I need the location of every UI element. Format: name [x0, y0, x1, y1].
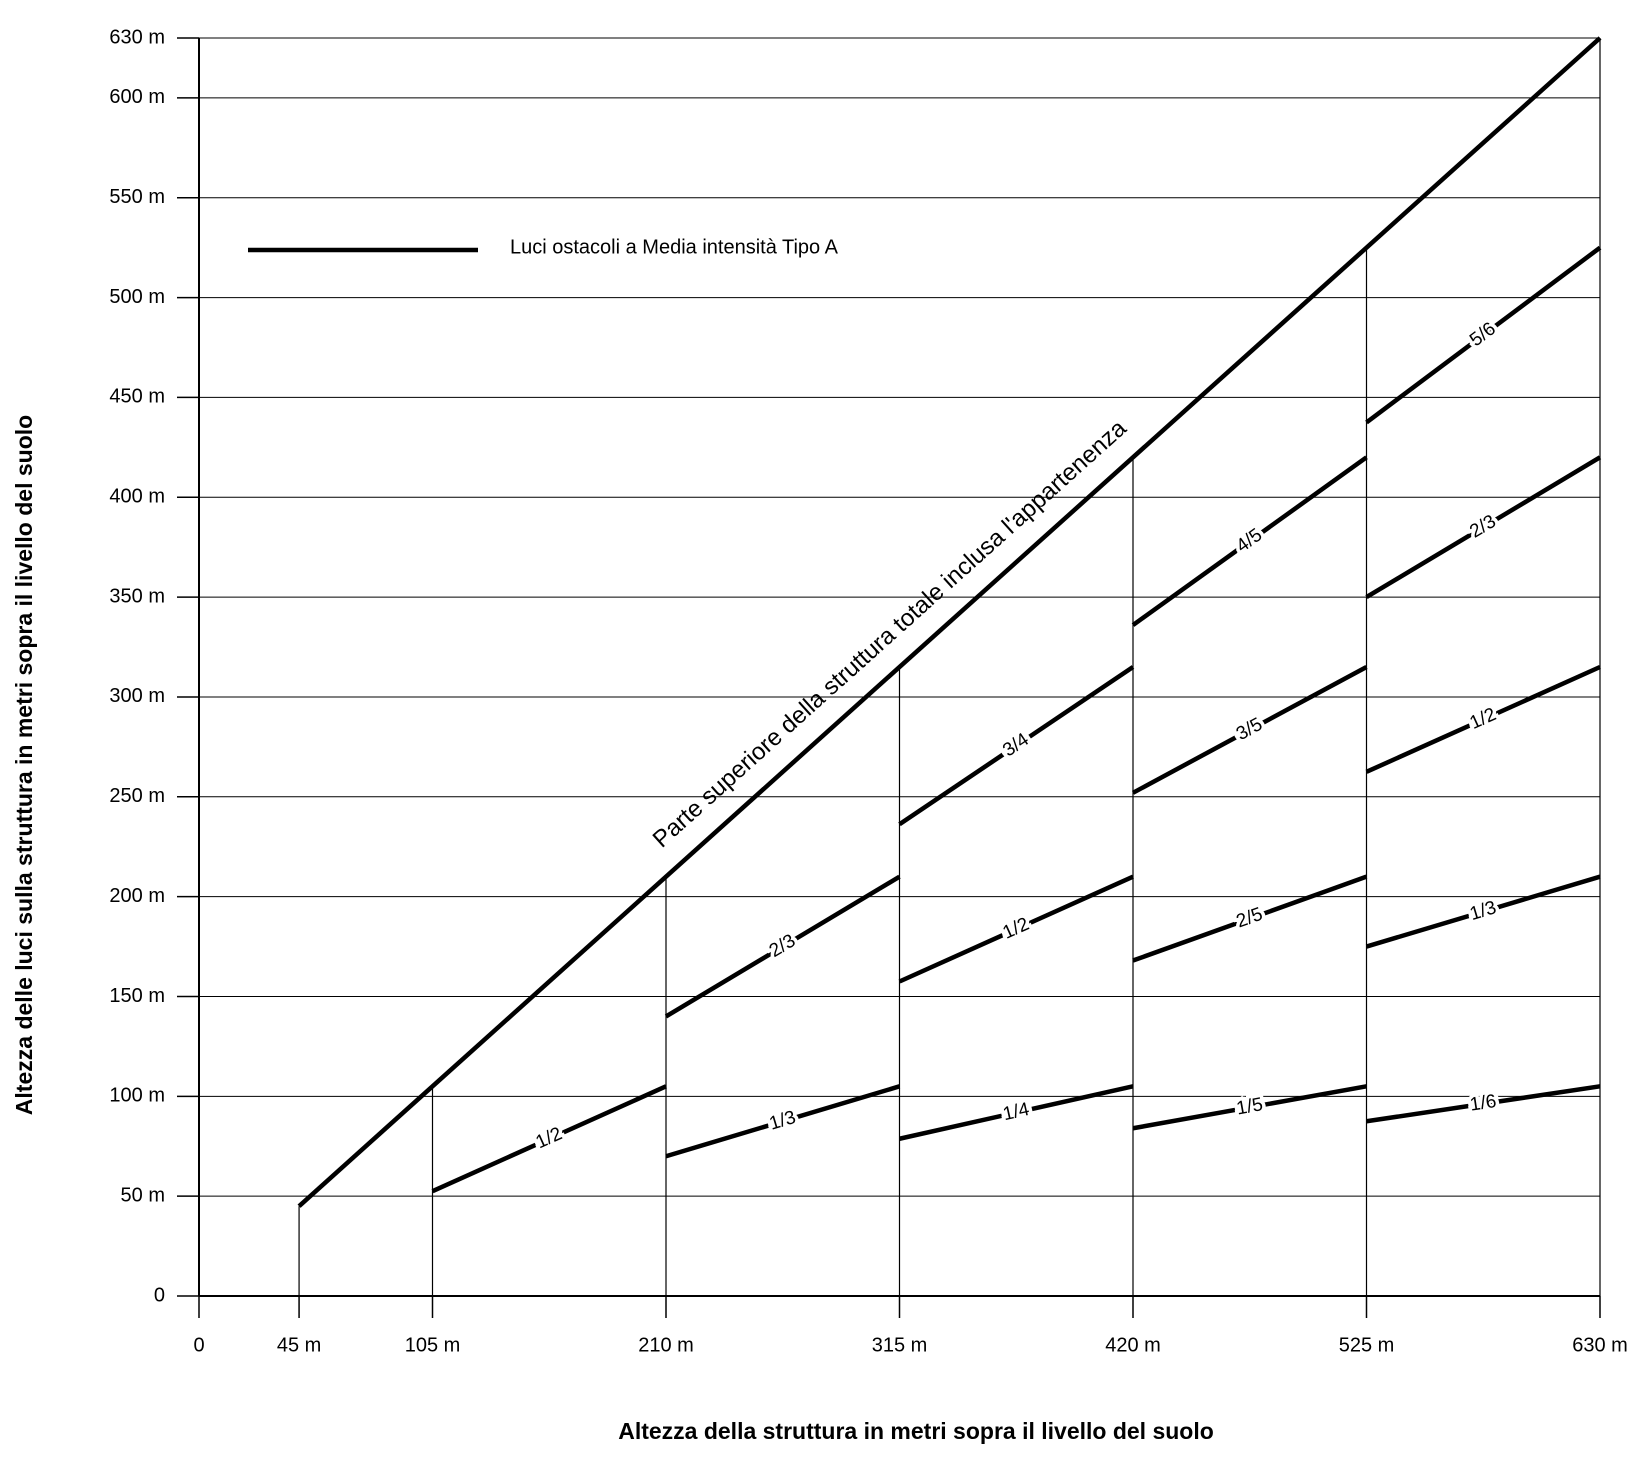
y-axis-title: Altezza delle luci sulla struttura in me… [11, 415, 37, 1115]
segment-line [898, 665, 1135, 827]
segment-line [898, 874, 1134, 984]
segment-label: 1/3 [767, 1107, 798, 1135]
x-tick-label: 420 m [1105, 1334, 1161, 1356]
segment-label: 3/5 [1233, 714, 1266, 745]
segment-label: 2/3 [1466, 511, 1499, 543]
segment-label: 1/4 [1001, 1099, 1032, 1125]
segment-line [431, 1084, 667, 1194]
y-tick-label: 550 m [109, 186, 165, 208]
segment-label: 1/6 [1469, 1091, 1498, 1116]
segment-line [1131, 455, 1368, 627]
segment-line [665, 1084, 901, 1159]
top-line [297, 36, 1602, 1208]
x-tick-label: 105 m [405, 1334, 461, 1356]
y-tick-label: 500 m [109, 286, 165, 308]
x-tick-label: 630 m [1572, 1334, 1628, 1356]
y-tick-label: 100 m [109, 1085, 165, 1107]
segment-line [899, 1084, 1134, 1141]
segment-label: 2/3 [766, 930, 799, 962]
x-tick-label: 45 m [277, 1334, 321, 1356]
y-tick-label: 600 m [109, 86, 165, 108]
y-tick-label: 350 m [109, 585, 165, 607]
segment-label: 1/3 [1467, 897, 1498, 925]
segment-line [1132, 874, 1368, 963]
y-tick-label: 150 m [109, 985, 165, 1007]
y-tick-label: 450 m [109, 386, 165, 408]
segment-label: 3/4 [999, 729, 1033, 761]
x-tick-label: 315 m [872, 1334, 928, 1356]
y-tick-label: 300 m [109, 685, 165, 707]
segment-line [1131, 665, 1368, 795]
x-tick-label: 525 m [1339, 1334, 1395, 1356]
y-tick-label: 50 m [121, 1184, 165, 1206]
y-tick-label: 400 m [109, 486, 165, 508]
segment-label: 1/2 [1000, 914, 1033, 944]
y-tick-label: 630 m [109, 26, 165, 48]
segment-line [1132, 1084, 1367, 1131]
segment-line [1366, 1084, 1601, 1124]
legend-label: Luci ostacoli a Media intensità Tipo A [510, 236, 839, 258]
segment-label: 1/2 [533, 1123, 566, 1153]
annotation: Parte superiore della struttura totale i… [648, 414, 1133, 853]
segment-label: 2/5 [1234, 904, 1266, 933]
x-tick-label: 0 [193, 1334, 204, 1356]
x-tick-label: 210 m [638, 1334, 694, 1356]
y-tick-label: 200 m [109, 885, 165, 907]
y-tick-label: 0 [154, 1284, 165, 1306]
segment-label: 1/2 [1467, 704, 1500, 734]
segment-line [1365, 245, 1602, 425]
segment-line [1365, 455, 1602, 600]
segment-line [1365, 664, 1601, 774]
segment-line [1365, 874, 1601, 949]
segment-label: 1/5 [1235, 1094, 1265, 1119]
x-axis-title: Altezza della struttura in metri sopra i… [618, 1418, 1214, 1444]
y-tick-label: 250 m [109, 785, 165, 807]
segment-line [664, 874, 901, 1019]
